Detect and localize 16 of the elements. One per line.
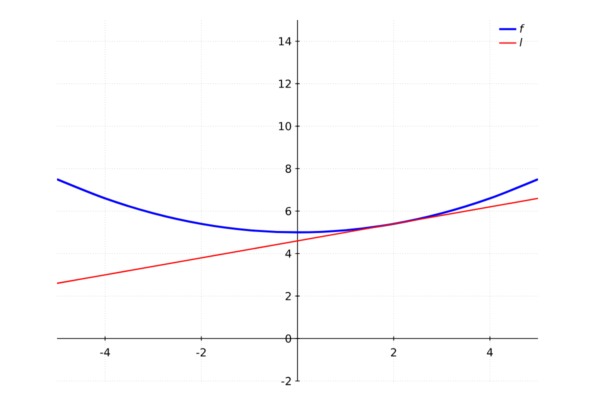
x-tick-label: -4 (100, 348, 110, 356)
y-tick-label: 12 (279, 80, 291, 88)
x-tick-label: 4 (486, 348, 493, 356)
y-tick-label: 14 (279, 37, 292, 46)
x-tick-label: -2 (196, 348, 206, 356)
line-series (57, 198, 538, 284)
line-series (57, 178, 538, 234)
y-tick-label: 2 (286, 292, 291, 300)
y-tick-label: 10 (279, 122, 292, 130)
y-tick-label: 4 (285, 250, 292, 258)
y-tick-label: 8 (286, 164, 292, 173)
x-tick-label: 2 (391, 348, 396, 356)
legend-label: l (520, 38, 522, 46)
y-tick-label: -2 (281, 376, 291, 386)
y-tick-label: 6 (286, 206, 292, 216)
legend-label: f (520, 24, 525, 33)
